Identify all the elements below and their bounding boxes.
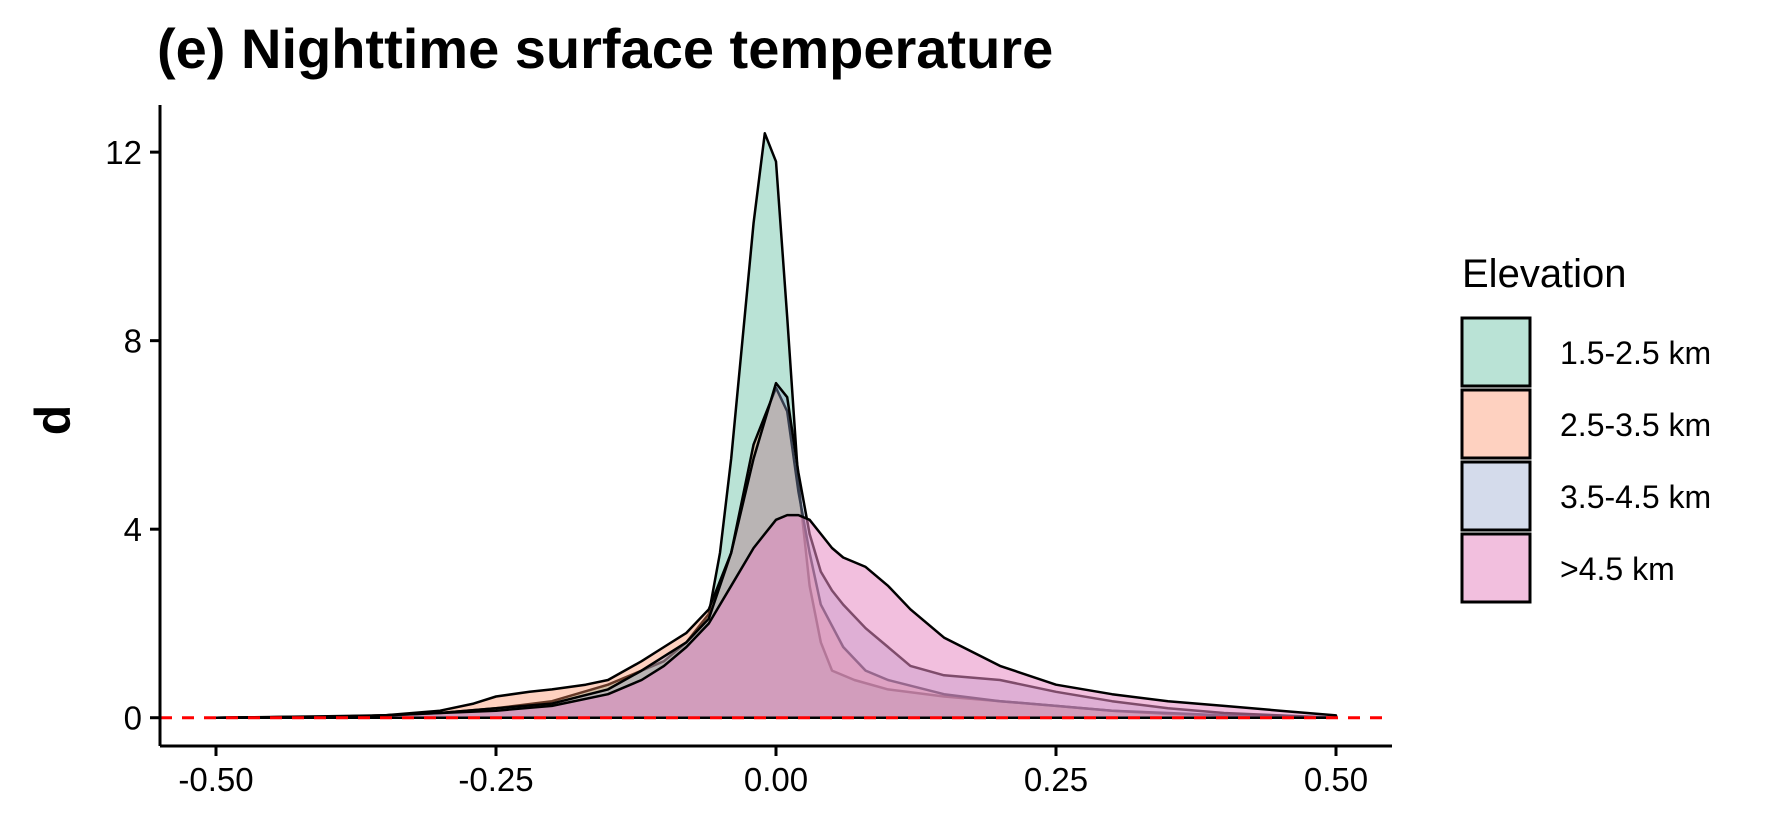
legend-items: 1.5-2.5 km 2.5-3.5 km 3.5-4.5 km >4.5 km xyxy=(1460,316,1711,604)
legend-swatch xyxy=(1460,388,1532,460)
x-tick-label: -0.50 xyxy=(178,761,253,798)
legend-swatch xyxy=(1460,316,1532,388)
y-tick-label: 12 xyxy=(105,134,142,171)
y-axis-label: d xyxy=(25,405,81,436)
legend-label: 3.5-4.5 km xyxy=(1560,479,1711,515)
legend: Elevation 1.5-2.5 km 2.5-3.5 km 3.5-4.5 km… xyxy=(1460,252,1711,604)
x-tick-label: 0.50 xyxy=(1304,761,1368,798)
x-tick-label: 0.25 xyxy=(1024,761,1088,798)
density-area-4 xyxy=(214,513,1338,719)
chart-title: (e) Nighttime surface temperature xyxy=(157,17,1053,80)
y-tick-label: 0 xyxy=(124,700,142,737)
plot-area xyxy=(160,132,1392,720)
x-tick-label: 0.00 xyxy=(744,761,808,798)
legend-title: Elevation xyxy=(1462,252,1627,296)
legend-label: 2.5-3.5 km xyxy=(1560,407,1711,443)
x-tick-label: -0.25 xyxy=(458,761,533,798)
legend-label: >4.5 km xyxy=(1560,551,1675,587)
legend-swatch xyxy=(1460,532,1532,604)
y-tick-label: 8 xyxy=(124,323,142,360)
legend-swatch xyxy=(1460,460,1532,532)
legend-label: 1.5-2.5 km xyxy=(1560,335,1711,371)
axes: -0.50 -0.25 0.00 0.25 0.50 0 4 8 12 xyxy=(105,105,1392,798)
y-tick-label: 4 xyxy=(124,511,142,548)
